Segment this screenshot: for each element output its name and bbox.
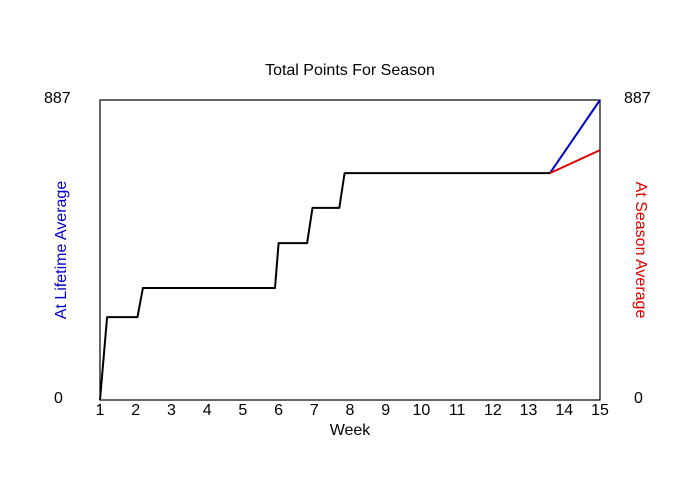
x-tick-label: 15 — [591, 402, 609, 419]
x-tick-label: 9 — [381, 402, 391, 419]
series-line-projection-at-lifetime-average — [549, 99, 601, 174]
x-tick-label: 10 — [412, 402, 431, 419]
x-tick-label: 3 — [166, 402, 176, 419]
x-tick-label: 5 — [238, 402, 248, 419]
series-line-actual-total-points — [99, 172, 550, 401]
x-tick-label: 7 — [309, 402, 319, 419]
chart-title: Total Points For Season — [265, 62, 435, 79]
plot-frame — [99, 99, 601, 401]
x-tick-label: 8 — [345, 402, 355, 419]
series-line-projection-at-season-average — [549, 149, 601, 175]
series-layer — [99, 99, 601, 401]
y-left-max-tick: 887 — [44, 90, 71, 107]
x-tick-label: 1 — [95, 402, 105, 419]
x-tick-label: 2 — [131, 402, 141, 419]
x-tick-label: 11 — [448, 402, 466, 419]
x-tick-label: 4 — [202, 402, 212, 419]
x-tick-label: 13 — [519, 402, 538, 419]
x-tick-label: 14 — [555, 402, 574, 419]
y-right-max-tick: 887 — [624, 90, 651, 107]
x-axis-label: Week — [329, 422, 371, 439]
y-right-min-tick: 0 — [634, 390, 643, 407]
x-tick-label: 6 — [274, 402, 284, 419]
x-tick-label: 12 — [483, 402, 502, 419]
y-left-min-tick: 0 — [54, 390, 63, 407]
